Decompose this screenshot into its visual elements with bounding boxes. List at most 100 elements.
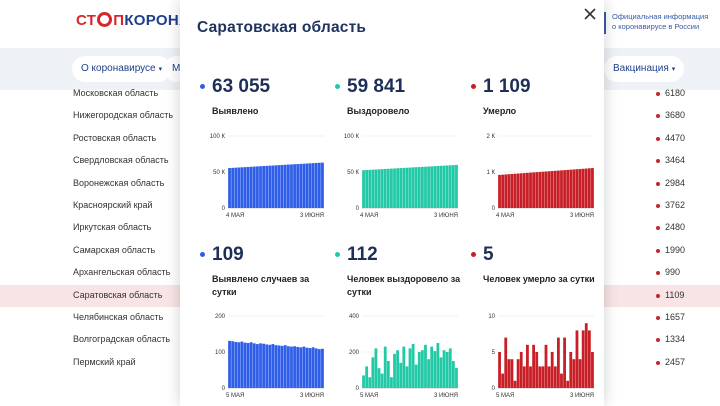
region-row[interactable]: Нижегородская область 3680	[0, 105, 720, 127]
chart-bar	[299, 347, 303, 388]
region-row[interactable]: Красноярский край 3762	[0, 195, 720, 217]
close-button[interactable]	[582, 6, 598, 22]
chart-bar	[256, 166, 259, 208]
stat-value: 63 055	[212, 76, 271, 97]
chart-bar	[455, 164, 458, 208]
chart-bar	[246, 343, 250, 388]
chart-bar	[259, 166, 262, 208]
chart-bar	[414, 364, 418, 388]
chart-bar	[498, 174, 501, 208]
region-value: 3464	[665, 155, 686, 166]
region-row[interactable]: Ростовская область 4470	[0, 128, 720, 150]
chart-bar	[311, 347, 315, 388]
chart-bar	[377, 368, 381, 388]
nav-vaccination-label: Вакцинация	[613, 63, 669, 74]
region-name: Волгоградская область	[73, 334, 171, 345]
chart-ytick-label: 5	[492, 350, 496, 356]
chart-bar	[374, 169, 378, 208]
stat-dot-icon	[471, 252, 476, 257]
region-row[interactable]: Самарская область 1990	[0, 240, 720, 262]
modal-title: Саратовская область	[197, 19, 367, 36]
region-value: 2457	[665, 356, 686, 367]
stat-value: 109	[212, 244, 244, 265]
chart-bar	[433, 166, 437, 208]
chart-bar	[451, 361, 455, 388]
chart-bar	[234, 341, 238, 388]
chart-bar	[396, 350, 400, 388]
region-row[interactable]: Иркутская область 2480	[0, 217, 720, 239]
region-row[interactable]: Воронежская область 2984	[0, 173, 720, 195]
region-name: Пермский край	[73, 356, 136, 367]
chart-bar	[584, 168, 588, 208]
chart-bar	[541, 366, 545, 388]
chart-svg: 100 К 50 К 04 МАЯ 3 ИЮНЯ	[210, 134, 324, 219]
chart-bar	[424, 166, 427, 208]
region-name: Воронежская область	[73, 177, 165, 188]
region-dot-icon	[656, 360, 660, 365]
chart-ytick-label: 100	[215, 350, 226, 356]
chart-xtick-end: 3 ИЮНЯ	[434, 213, 458, 219]
chart-bar	[231, 167, 235, 208]
nav-vaccination-button[interactable]: Вакцинация ▾	[604, 56, 685, 82]
official-info[interactable]: Официальная информация о коронавирусе в …	[604, 12, 712, 34]
chart-bar	[271, 165, 275, 208]
chart-bar	[308, 163, 312, 208]
chart-bar	[228, 340, 231, 388]
chart-bar	[390, 377, 393, 388]
region-row[interactable]: Архангельская область 990	[0, 262, 720, 284]
region-value: 4470	[665, 132, 686, 143]
chart-bar	[259, 343, 262, 388]
chart-bar	[532, 172, 536, 208]
chart-xtick-end: 3 ИЮНЯ	[300, 393, 324, 399]
chart-bar	[280, 164, 284, 208]
chart-bar	[433, 351, 437, 388]
region-value: 1334	[665, 334, 686, 345]
chart-bar	[526, 172, 529, 208]
stat-value: 59 841	[347, 76, 406, 97]
chart-bar	[383, 346, 387, 388]
stat-label: Умерло	[483, 106, 517, 116]
region-row[interactable]: Московская область 6180	[0, 83, 720, 105]
chart-bar	[237, 167, 241, 208]
region-dot-icon	[656, 226, 660, 231]
chart-bar	[302, 346, 306, 388]
chart-bar	[581, 168, 585, 208]
chart-ytick-label: 0	[222, 206, 226, 212]
chart-bar	[302, 163, 306, 208]
chart-xtick-start: 5 МАЯ	[226, 393, 244, 399]
chart-bar	[256, 344, 259, 388]
stat-label: Выявлено	[212, 106, 259, 116]
chart-bar	[498, 352, 501, 388]
chart-svg: 200 100 05 МАЯ 3 ИЮНЯ	[215, 314, 324, 399]
chart-bar	[305, 163, 309, 208]
chart-bar	[252, 166, 256, 208]
stat-label: Выздоровело	[347, 106, 410, 116]
logo-text-part1: СТ	[76, 12, 97, 29]
chart-bar	[544, 171, 548, 208]
chart-bar	[442, 350, 446, 388]
chart-bar	[249, 342, 253, 388]
chart-bar	[591, 168, 594, 208]
chart-bar	[507, 359, 511, 388]
chart-bar	[308, 348, 312, 388]
nav-about-button[interactable]: О коронавирусе ▾	[72, 56, 172, 82]
chart-bar	[550, 171, 554, 208]
chart-bar	[271, 344, 275, 388]
chart-bar	[408, 167, 412, 208]
chart-bar	[362, 375, 365, 388]
chart-bar	[399, 362, 403, 388]
region-row[interactable]: Волгоградская область 1334	[0, 329, 720, 351]
region-row[interactable]: Челябинская область 1657	[0, 307, 720, 329]
region-row[interactable]: Пермский край 2457	[0, 352, 720, 374]
chevron-down-icon: ▾	[158, 66, 163, 73]
region-name: Нижегородская область	[73, 110, 174, 121]
chart-xtick-start: 4 МАЯ	[226, 213, 244, 219]
chart-bar	[240, 167, 244, 208]
chart-bar	[277, 165, 281, 208]
chart-bar	[442, 165, 446, 208]
region-name: Свердловская область	[73, 155, 169, 166]
region-row[interactable]: Свердловская область 3464	[0, 150, 720, 172]
chart-bar	[569, 352, 573, 388]
stat-value: 1 109	[483, 76, 531, 97]
